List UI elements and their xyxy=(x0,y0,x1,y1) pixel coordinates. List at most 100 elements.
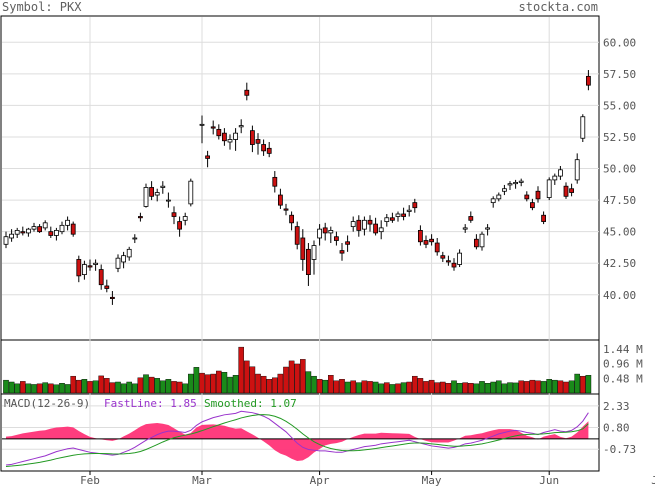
x-tick-label: Mar xyxy=(192,474,212,486)
volume-bar xyxy=(165,379,172,394)
candle-body xyxy=(373,223,379,234)
candle xyxy=(238,119,244,134)
candle-body xyxy=(255,139,261,144)
candle-body xyxy=(261,144,267,152)
volume-series xyxy=(3,346,592,394)
candle-body xyxy=(401,213,407,217)
volume-bar xyxy=(53,384,60,394)
candle xyxy=(227,134,233,150)
candle-body xyxy=(65,219,70,226)
candle xyxy=(507,181,513,190)
volume-tick-label: 0.48 M xyxy=(603,372,643,385)
volume-bar xyxy=(389,384,396,394)
candle-body xyxy=(580,116,586,139)
candle xyxy=(9,229,15,242)
volume-bar xyxy=(176,381,183,394)
volume-bar xyxy=(187,373,194,394)
price-tick-label: 60.00 xyxy=(603,36,636,49)
candle xyxy=(115,254,121,273)
volume-bar xyxy=(81,379,88,394)
candle-body xyxy=(412,202,418,209)
volume-tick-label: 1.44 M xyxy=(603,343,643,356)
candle xyxy=(339,243,345,261)
volume-bar xyxy=(546,379,552,394)
candle-body xyxy=(367,219,373,225)
site-label: stockta.com xyxy=(519,0,598,14)
volume-bar xyxy=(462,382,469,394)
candle-body xyxy=(182,216,188,221)
candle xyxy=(378,220,384,240)
volume-bar xyxy=(468,383,474,394)
candle xyxy=(373,217,379,236)
volume-bar xyxy=(14,383,21,394)
volume-bar xyxy=(490,381,497,394)
candle xyxy=(277,188,283,209)
price-tick-label: 40.00 xyxy=(603,289,636,302)
volume-bar xyxy=(412,375,418,394)
volume-bar xyxy=(512,382,519,394)
candle-body xyxy=(238,125,244,128)
candle xyxy=(233,128,239,151)
candle xyxy=(294,221,300,250)
candle-body xyxy=(98,269,104,286)
candle-body xyxy=(14,230,20,235)
volume-bar xyxy=(395,383,401,394)
candle xyxy=(54,227,59,241)
volume-bar xyxy=(529,379,536,394)
volume-bar xyxy=(473,383,480,394)
candle xyxy=(574,153,580,184)
candle xyxy=(154,188,160,202)
macd-histogram xyxy=(6,421,589,462)
candle xyxy=(3,231,9,249)
volume-bar xyxy=(456,383,463,394)
candle xyxy=(70,221,76,237)
x-tick-label: May xyxy=(422,474,442,486)
volume-bar xyxy=(328,375,334,394)
volume-bar xyxy=(109,382,116,394)
candle xyxy=(110,291,115,305)
candle xyxy=(496,192,502,202)
candle xyxy=(462,224,468,233)
candle-body xyxy=(272,176,278,187)
candle xyxy=(345,235,351,252)
candle xyxy=(429,234,435,246)
volume-bar xyxy=(143,374,149,394)
candle-body xyxy=(322,227,328,234)
volume-bar xyxy=(199,372,205,394)
volume-bar xyxy=(204,374,211,394)
candle xyxy=(457,249,463,268)
volume-bar xyxy=(59,383,65,394)
volume-bar xyxy=(484,383,491,394)
candle xyxy=(473,234,479,250)
volume-bar xyxy=(288,360,295,394)
candle-body xyxy=(42,222,48,229)
candle-body xyxy=(445,260,451,263)
candle xyxy=(14,227,20,238)
candle-body xyxy=(356,219,362,231)
volume-bar xyxy=(305,371,312,394)
candle xyxy=(59,221,65,235)
x-tick-label: Feb xyxy=(80,474,100,486)
candle xyxy=(171,206,177,225)
candle xyxy=(210,120,216,135)
candle-body xyxy=(289,214,295,224)
candle-body xyxy=(552,175,558,181)
candle-body xyxy=(490,198,496,204)
candle-body xyxy=(143,187,149,207)
candle xyxy=(221,128,227,146)
volume-bar xyxy=(255,373,261,394)
price-tick-label: 47.50 xyxy=(603,194,636,207)
volume-bar xyxy=(344,381,351,394)
candle-body xyxy=(479,233,485,248)
volume-bar xyxy=(159,380,166,394)
volume-bar xyxy=(585,375,592,394)
macd-title: MACD(12-26-9) xyxy=(4,397,90,410)
volume-bar xyxy=(501,383,508,394)
candle xyxy=(87,259,93,271)
volume-bar xyxy=(574,373,580,394)
candle xyxy=(558,166,563,180)
candle xyxy=(530,198,535,211)
volume-bar xyxy=(361,380,368,394)
candle xyxy=(305,243,311,286)
macd-panel-frame xyxy=(0,393,600,472)
